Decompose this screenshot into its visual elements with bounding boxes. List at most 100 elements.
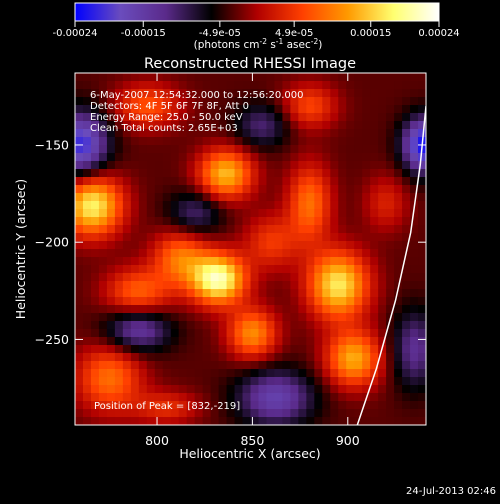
heatmap-cell [338,81,347,90]
heatmap-cell [330,401,339,410]
heatmap-cell [226,209,236,218]
heatmap-cell [242,401,252,410]
heatmap-cell [154,209,164,218]
heatmap-cell [138,137,148,146]
heatmap-cell [370,113,379,122]
heatmap-cell [290,417,299,425]
heatmap-cell [90,417,100,425]
heatmap-cell [402,377,411,386]
heatmap-cell [418,97,426,106]
heatmap-cell [234,129,244,138]
heatmap-cell [210,401,220,410]
heatmap-cell [90,337,100,346]
heatmap-cell [346,193,355,202]
heatmap-cell [226,113,236,122]
heatmap-cell [82,329,92,338]
heatmap-cell [410,393,419,402]
heatmap-cell [402,393,411,402]
heatmap-cell [370,193,379,202]
heatmap-cell [210,129,220,138]
heatmap-cell [114,145,124,154]
heatmap-cell [314,129,323,138]
heatmap-cell [370,417,379,425]
heatmap-cell [418,105,426,114]
heatmap-cell [98,273,108,282]
heatmap-cell [242,361,252,370]
heatmap-cell [386,401,395,410]
heatmap-cell [274,417,284,425]
heatmap-cell [370,241,379,250]
heatmap-cell [330,289,339,298]
heatmap-cell [330,329,339,338]
heatmap-cell [394,369,403,378]
heatmap-cell [138,73,148,82]
heatmap-cell [418,177,426,186]
heatmap-cell [210,241,220,250]
heatmap-cell [226,401,236,410]
heatmap-cell [114,409,124,418]
heatmap-cell [394,393,403,402]
heatmap-cell [338,281,347,290]
heatmap-cell [282,321,291,330]
heatmap-cell [218,297,228,306]
heatmap-cell [282,281,291,290]
heatmap-cell [306,177,315,186]
heatmap-cell [290,297,299,306]
heatmap-cell [274,129,284,138]
heatmap-cell [154,361,164,370]
heatmap-cell [418,297,426,306]
heatmap-cell [146,241,156,250]
heatmap-cell [106,201,116,210]
heatmap-cell [75,257,84,266]
heatmap-cell [290,225,299,234]
heatmap-cell [82,377,92,386]
heatmap-cell [82,225,92,234]
heatmap-cell [386,217,395,226]
heatmap-cell [178,201,188,210]
heatmap-cell [250,249,260,258]
heatmap-cell [138,393,148,402]
heatmap-cell [178,345,188,354]
heatmap-cell [386,305,395,314]
heatmap-cell [250,409,260,418]
heatmap-cell [346,89,355,98]
heatmap-cell [114,177,124,186]
heatmap-cell [346,121,355,130]
heatmap-cell [82,289,92,298]
heatmap-cell [154,321,164,330]
heatmap-cell [314,377,323,386]
heatmap-cell [274,209,284,218]
heatmap-cell [330,393,339,402]
heatmap-cell [274,305,284,314]
heatmap-cell [282,233,291,242]
heatmap-cell [410,137,419,146]
heatmap-cell [90,321,100,330]
heatmap-cell [122,313,132,322]
heatmap-cell [298,385,307,394]
heatmap-cell [298,249,307,258]
heatmap-cell [298,305,307,314]
heatmap-cell [274,289,284,298]
heatmap-cell [266,105,276,114]
heatmap-cell [266,265,276,274]
heatmap-cell [250,257,260,266]
heatmap-cell [370,409,379,418]
heatmap-cell [90,249,100,258]
heatmap-cell [82,73,92,82]
colorbar: -0.00024 -0.00015 -4.9e-05 4.9e-05 0.00015 0.… [53,2,460,51]
heatmap-cell [210,121,220,130]
heatmap-cell [154,265,164,274]
heatmap-cell [138,313,148,322]
heatmap-cell [98,145,108,154]
heatmap-cell [146,97,156,106]
heatmap-cell [258,169,268,178]
heatmap-cell [378,89,387,98]
heatmap-cell [162,409,172,418]
heatmap-cell [338,409,347,418]
heatmap-cell [138,97,148,106]
heatmap-cell [170,305,180,314]
heatmap-cell [250,209,260,218]
heatmap-cell [306,225,315,234]
heatmap-cell [106,289,116,298]
heatmap-cell [386,73,395,82]
